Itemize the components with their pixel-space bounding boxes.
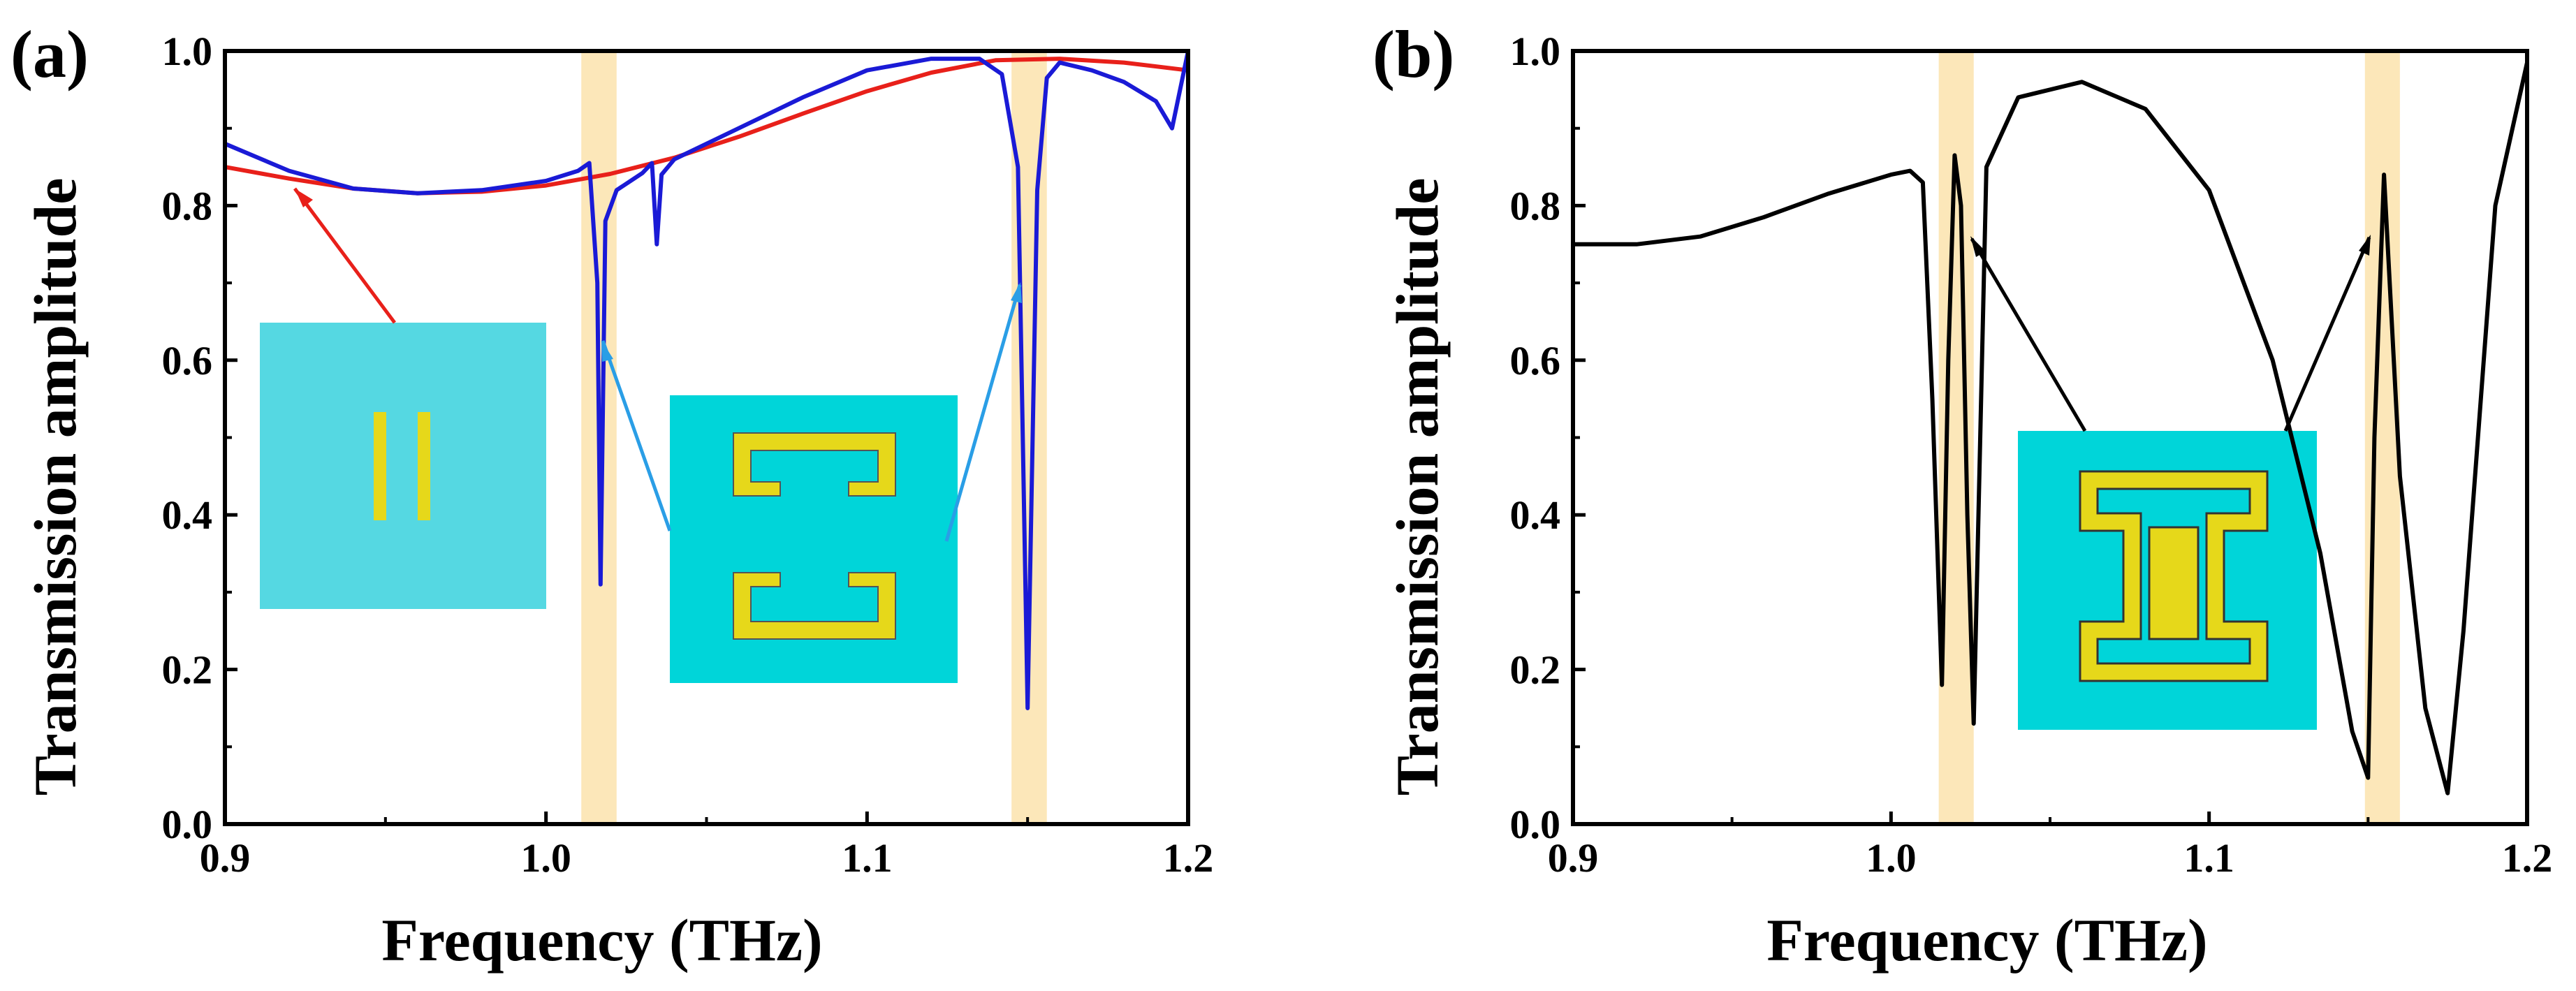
y-tick-label-a-1: 0.2 [162, 647, 213, 693]
arrow-right-head [2359, 235, 2371, 256]
arrow-left-head [1970, 236, 1986, 257]
y-tick-label-b-2: 0.4 [1510, 492, 1561, 538]
arrow-right-line [2283, 237, 2371, 432]
panel-a: (a) 0.9 1.0 1.1 1.2 0.0 0.2 0.4 0.6 0.8 1.0 Frequ… [10, 17, 1213, 974]
x-axis-title-a: Frequency (THz) [381, 906, 822, 974]
inset-bottom-c-shape [733, 572, 896, 640]
y-axis-title-b: Transmission amplitude [1384, 178, 1451, 796]
x-tick-label-a-3: 1.2 [1163, 835, 1214, 881]
y-tick-label-a-0: 0.0 [162, 802, 213, 847]
arrow-red-head [295, 189, 313, 207]
inset-i-center-bar [2148, 526, 2200, 640]
x-tick-label-a-2: 1.1 [842, 835, 893, 881]
axes-a: 0.9 1.0 1.1 1.2 0.0 0.2 0.4 0.6 0.8 1.0 [162, 29, 1214, 881]
arrow-blue-left-line [601, 340, 672, 531]
y-tick-label-a-3: 0.6 [162, 338, 213, 383]
curves-a [223, 49, 1190, 710]
panel-label-b: (b) [1373, 17, 1454, 91]
arrows-b [1970, 235, 2371, 432]
y-tick-label-b-0: 0.0 [1510, 802, 1561, 847]
arrow-blue-right-head [1011, 282, 1022, 303]
x-tick-label-b-3: 1.2 [2502, 835, 2553, 881]
inset-i-shape [2018, 431, 2317, 730]
series-line-b-1 [1571, 60, 2529, 795]
panel-b: (b) 0.9 1.0 1.1 1.2 0.0 0.2 0.4 0.6 0.8 1.0 Frequ… [1373, 17, 2552, 974]
x-tick-label-a-0: 0.9 [200, 835, 251, 881]
arrow-blue-left-head [601, 340, 613, 362]
y-tick-label-a-4: 0.8 [162, 183, 213, 228]
y-tick-label-b-5: 1.0 [1510, 29, 1561, 74]
arrow-red-line [293, 187, 397, 324]
x-tick-label-b-1: 1.0 [1866, 835, 1917, 881]
x-axis-title-b: Frequency (THz) [1766, 906, 2207, 974]
arrow-blue-right-line [944, 284, 1022, 542]
axes-b: 0.9 1.0 1.1 1.2 0.0 0.2 0.4 0.6 0.8 1.0 [1510, 29, 2553, 881]
x-tick-label-b-2: 1.1 [2183, 835, 2234, 881]
y-tick-label-b-1: 0.2 [1510, 647, 1561, 693]
y-tick-label-a-5: 1.0 [162, 29, 213, 74]
inset-bar-left [374, 412, 386, 520]
arrow-left-line [1970, 237, 2087, 432]
curves-b [1571, 60, 2529, 795]
y-tick-label-b-4: 0.8 [1510, 183, 1561, 228]
y-axis-title-a: Transmission amplitude [22, 178, 89, 796]
x-tick-label-a-1: 1.0 [520, 835, 571, 881]
panel-label-a: (a) [10, 17, 89, 91]
inset-top-c-shape [733, 432, 896, 497]
inset-bar-right [418, 412, 430, 520]
x-tick-label-b-0: 0.9 [1548, 835, 1599, 881]
y-tick-label-b-3: 0.6 [1510, 338, 1561, 383]
arrows-a [293, 187, 1022, 542]
inset-two-bar-bg [260, 323, 546, 609]
y-tick-label-a-2: 0.4 [162, 492, 213, 538]
series-line-a-2 [223, 49, 1190, 710]
inset-two-bar [260, 323, 546, 609]
inset-two-c [670, 395, 958, 683]
